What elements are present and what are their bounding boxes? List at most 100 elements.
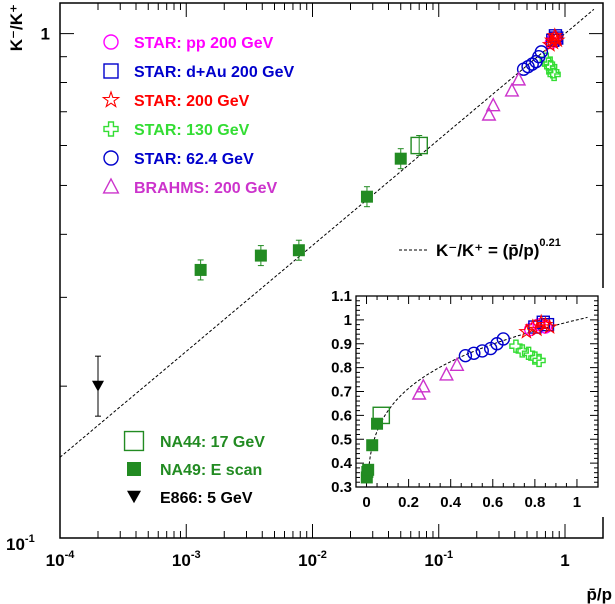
legend-label: NA44: 17 GeV	[160, 434, 265, 451]
inset-data-point	[458, 348, 473, 363]
legend: STAR: pp 200 GeV STAR: d+Au 200 GeV STAR: …	[101, 34, 295, 507]
legend-marker	[127, 462, 141, 476]
inset-series-3	[509, 339, 546, 368]
inset-data-point	[449, 356, 465, 372]
plot-frame	[59, 2, 604, 539]
inset-data-point	[362, 463, 375, 476]
series-2	[541, 27, 566, 52]
fit-equation: K⁻/K⁺ = (p̄/p)0.21	[436, 237, 561, 260]
x-tick-label: 1	[560, 551, 569, 570]
data-point	[485, 97, 501, 112]
legend-marker	[103, 150, 119, 166]
series-4	[516, 45, 549, 76]
data-point	[194, 263, 207, 276]
inset-series-7	[360, 417, 384, 484]
series-5	[481, 71, 527, 121]
inset-data-point	[371, 417, 384, 430]
legend-label: STAR: pp 200 GeV	[134, 35, 274, 52]
legend-marker	[101, 90, 121, 108]
x-tick-label: 10-4	[46, 549, 76, 570]
data-point	[547, 29, 565, 46]
inset-plot: 0 0.2 0.4 0.6 0.8 1 0.3 0.4 0.5 0.6 0.7 0.8 0.9 1 1.1	[316, 288, 604, 517]
inset-y-tick-label: 0.8	[331, 360, 352, 377]
inset-data-point	[509, 339, 523, 353]
inset-y-tick-label: 0.7	[331, 384, 352, 401]
x-tick-label: 10-3	[172, 549, 201, 570]
data-point	[360, 190, 373, 203]
legend-label: STAR: d+Au 200 GeV	[134, 64, 295, 81]
data-point	[292, 244, 305, 257]
fit-exponent: 0.21	[539, 237, 560, 249]
data-point	[534, 45, 549, 59]
x-tick-label-exp: -3	[191, 549, 201, 561]
inset-y-tick-label: 0.3	[331, 479, 352, 496]
x-tick-label-exp: -1	[443, 549, 453, 561]
x-tick-label: 10-2	[298, 549, 327, 570]
data-point	[394, 152, 407, 165]
x-tick-label: 10-1	[424, 549, 453, 570]
inset-y-tick-label: 0.9	[331, 336, 352, 353]
data-point	[511, 71, 527, 86]
inset-data-point	[411, 385, 427, 400]
data-point	[481, 106, 497, 121]
legend-label: BRAHMS: 200 GeV	[134, 180, 277, 197]
data-point	[546, 65, 560, 79]
inset-x-tick-label: 0.4	[440, 494, 462, 511]
inset-data-point	[467, 346, 481, 360]
inset-data-point	[439, 366, 454, 381]
legend-marker	[103, 63, 119, 79]
inset-x-tick-label: 0.6	[482, 494, 503, 511]
legend-marker	[127, 490, 141, 504]
inset-y-tick-label: 0.5	[331, 431, 352, 448]
inset-series-2	[518, 313, 558, 339]
legend-label: STAR: 62.4 GeV	[134, 151, 254, 168]
inset-x-tick-label: 1	[573, 494, 581, 511]
inset-series-5	[411, 356, 465, 400]
legend-label: E866: 5 GeV	[160, 490, 253, 507]
data-point	[410, 136, 428, 155]
inset-data-point	[415, 378, 431, 393]
x-tick-label-exp: -4	[65, 549, 76, 561]
fit-line	[59, 8, 595, 458]
series-6	[410, 135, 428, 157]
y-tick-label: 1	[41, 25, 50, 44]
y-axis-title: K⁻/K⁺	[7, 4, 26, 51]
inset-x-tick-label: 0	[362, 494, 370, 511]
inset-x-tick-label: 0.8	[524, 494, 545, 511]
inset-data-point	[521, 346, 536, 360]
data-point	[254, 249, 267, 262]
series-7	[194, 148, 407, 281]
fit-label: K⁻/K⁺ = (p̄/p)0.21	[399, 237, 561, 260]
x-axis-title: p̄/p	[587, 585, 613, 604]
inset-y-tick-label: 1.1	[331, 288, 352, 305]
inset-data-point	[475, 344, 489, 358]
inset-data-point	[541, 318, 558, 335]
data-point	[525, 57, 539, 71]
data-point	[92, 380, 105, 392]
data-point	[504, 82, 520, 97]
inset-y-tick-label: 0.4	[331, 455, 353, 472]
main-plot: 10-4 10-3 10-2 10-1 110-11p̄/pK⁻/K⁺	[6, 2, 613, 604]
inset-series-4	[458, 332, 511, 363]
inset-y-tick-label: 1	[344, 312, 352, 329]
legend-label: STAR: 130 GeV	[134, 122, 250, 139]
y-tick-label-exp: -1	[25, 533, 35, 545]
inset-data-point	[366, 439, 379, 452]
inset-x-tick-label: 0.2	[398, 494, 419, 511]
data-point	[543, 59, 558, 74]
x-tick-label-exp: -2	[317, 549, 327, 561]
inset-data-point	[532, 353, 546, 368]
data-point	[547, 67, 561, 82]
y-tick-label: 10-1	[6, 533, 35, 554]
legend-marker	[103, 34, 119, 50]
legend-marker	[102, 177, 120, 194]
legend-marker	[103, 121, 119, 137]
inset-y-tick-label: 0.6	[331, 407, 352, 424]
legend-label: STAR: 200 GeV	[134, 93, 250, 110]
inset-data-point	[496, 332, 511, 346]
legend-label: NA49: E scan	[160, 462, 262, 479]
data-point	[549, 31, 566, 48]
series-8	[92, 355, 105, 417]
legend-marker	[123, 430, 145, 452]
